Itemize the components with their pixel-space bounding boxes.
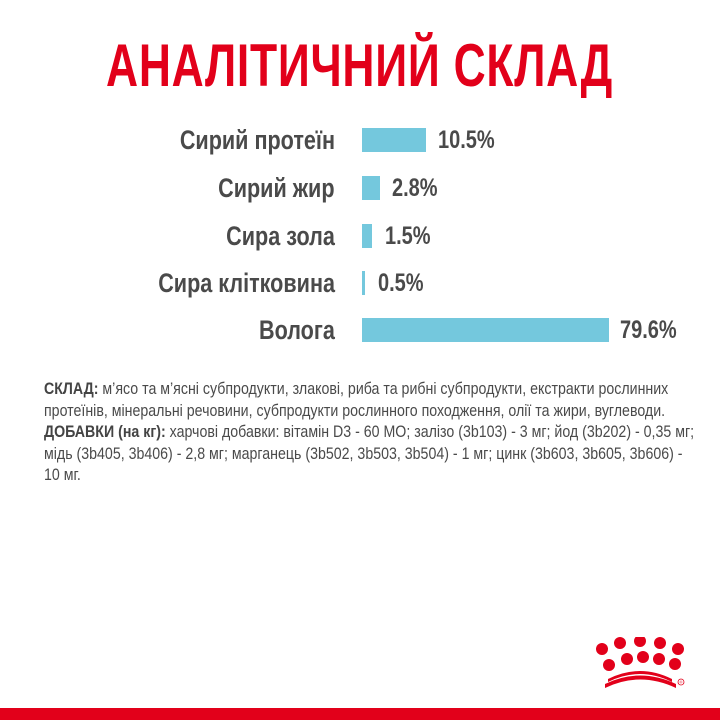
chart-row-ash: Сира зола 1.5% bbox=[0, 221, 720, 251]
composition-paragraph: СКЛАД: м’ясо та м’ясні субпродукти, злак… bbox=[44, 379, 698, 422]
chart-row-protein: Сирий протеїн 10.5% bbox=[0, 125, 720, 155]
row-label: Сира зола bbox=[226, 221, 335, 251]
page-title-text: АНАЛІТИЧНИЙ СКЛАД bbox=[106, 32, 614, 99]
composition-heading: СКЛАД: bbox=[44, 380, 99, 398]
additives-paragraph: ДОБАВКИ (на кг): харчові добавки: вітамі… bbox=[44, 422, 698, 487]
royal-canin-crown-icon: ® bbox=[590, 635, 690, 692]
bar bbox=[362, 271, 365, 295]
row-value: 2.8% bbox=[392, 174, 438, 202]
bar bbox=[362, 318, 609, 342]
additives-text: харчові добавки: вітамін D3 - 60 МО; зал… bbox=[44, 423, 695, 484]
additives-heading: ДОБАВКИ (на кг): bbox=[44, 423, 166, 441]
bar bbox=[362, 176, 380, 200]
ingredients-text: СКЛАД: м’ясо та м’ясні субпродукти, злак… bbox=[44, 379, 704, 487]
row-label: Сирий протеїн bbox=[179, 125, 335, 155]
chart-row-fat: Сирий жир 2.8% bbox=[0, 173, 720, 203]
chart-row-fiber: Сира клітковина 0.5% bbox=[0, 268, 720, 298]
row-label: Волога bbox=[259, 315, 335, 345]
chart-row-moisture: Волога 79.6% bbox=[0, 315, 720, 345]
row-value: 10.5% bbox=[438, 126, 495, 154]
bottom-brand-bar bbox=[0, 708, 720, 720]
row-value: 1.5% bbox=[385, 222, 431, 250]
svg-text:®: ® bbox=[680, 680, 683, 685]
row-value: 79.6% bbox=[620, 316, 677, 344]
composition-bar-chart: Сирий протеїн 10.5% Сирий жир 2.8% Сира … bbox=[0, 125, 720, 345]
row-label: Сирий жир bbox=[218, 173, 335, 203]
row-value: 0.5% bbox=[378, 269, 424, 297]
row-label: Сира клітковина bbox=[158, 268, 335, 298]
bar bbox=[362, 224, 372, 248]
page-title: АНАЛІТИЧНИЙ СКЛАД bbox=[0, 30, 720, 102]
bar bbox=[362, 128, 426, 152]
composition-text: м’ясо та м’ясні субпродукти, злакові, ри… bbox=[44, 380, 669, 420]
